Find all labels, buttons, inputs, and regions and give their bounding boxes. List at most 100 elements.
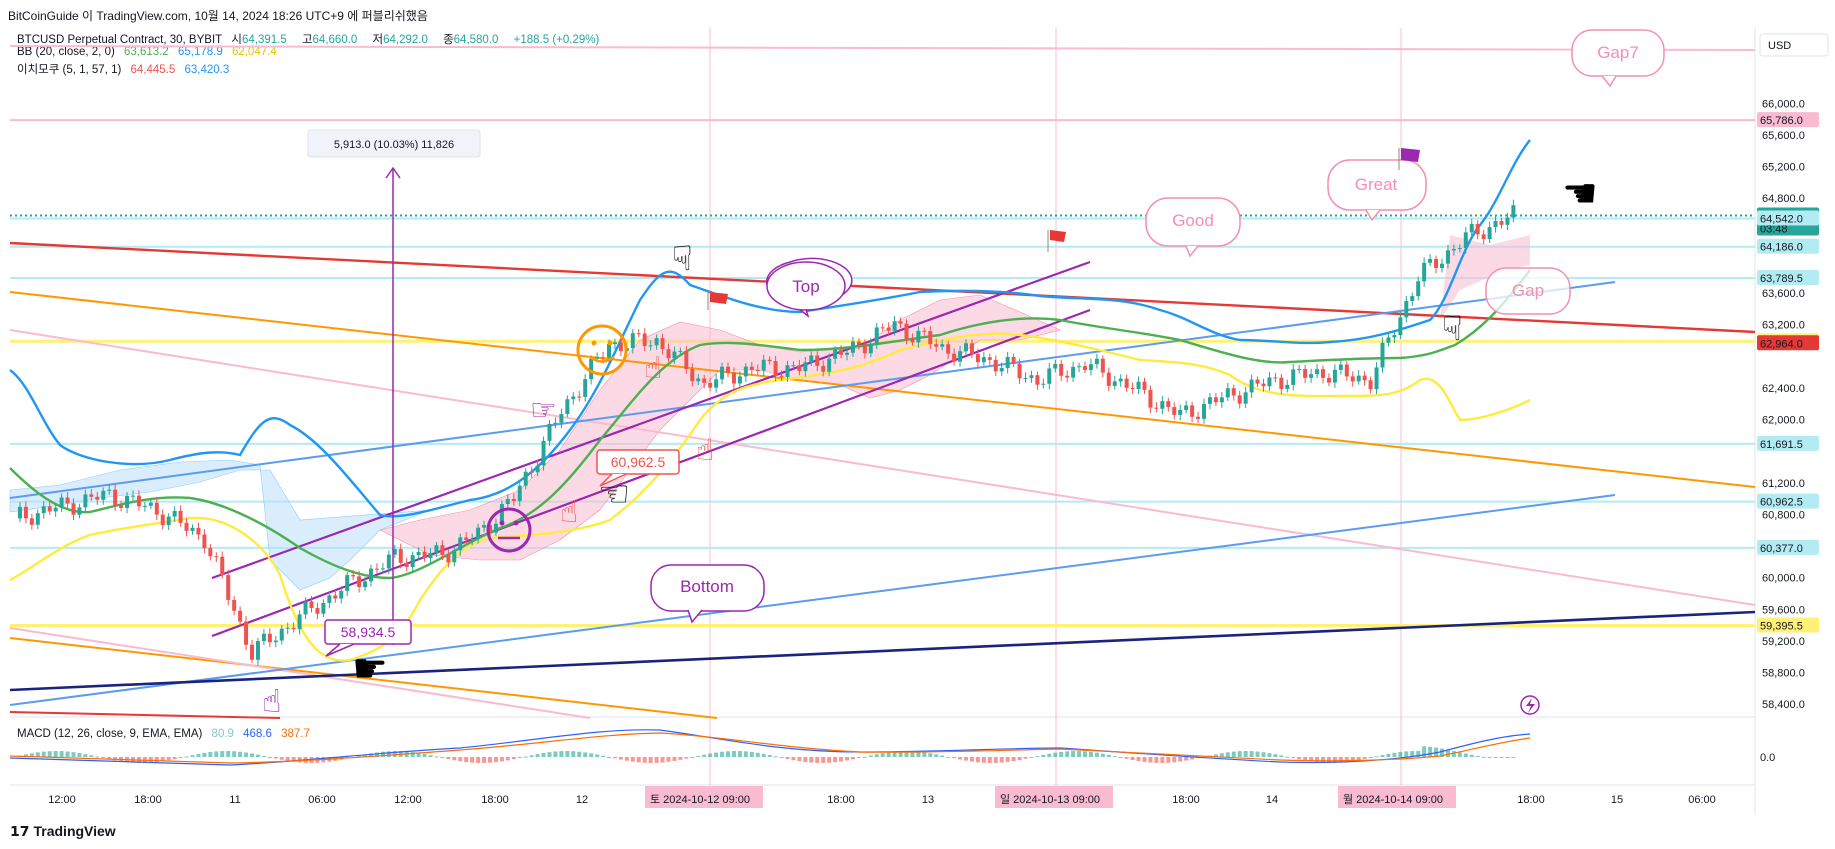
candle-body [553,422,558,424]
macd-bar [874,754,879,757]
price-tick-label: 62,000.0 [1762,415,1805,427]
ichimoku-label: 이치모쿠 (5, 1, 57, 1) [17,64,122,76]
bb-basis-value: 63,613.2 [124,46,169,58]
hand-pointer-icon: ☜ [598,474,630,515]
macd-bar [1005,757,1010,762]
hand-pointer-icon: ☞ [530,393,557,428]
callout-good[interactable]: Good [1145,197,1241,258]
macd-signal-line [9,732,1531,764]
candle-body [255,641,260,660]
macd-bar [1380,755,1385,757]
callout-gap7-text: Gap7 [1597,43,1639,62]
candle-body [1011,356,1016,364]
footer-brand[interactable]: 𝟭𝟳 TradingView [10,823,116,840]
candle-body [1499,221,1504,225]
candle-body [1047,368,1052,384]
candle-body [999,368,1004,372]
candle-body [1368,380,1373,390]
candle-body [1053,363,1058,369]
macd-bar [1118,757,1123,758]
candle-body [630,333,635,349]
macd-bar [993,757,998,763]
time-axis[interactable]: 12:00 18:00 11 06:00 12:00 18:00 12 토 2024-10-1… [48,786,1716,808]
macd-bar [59,751,64,757]
macd-bar [41,751,46,757]
lightning-icon[interactable] [1520,695,1540,715]
candle-body [1077,366,1082,368]
candle-body [1094,358,1099,365]
callout-great[interactable]: Great [1327,159,1427,222]
price-label: 64,542.0 [1760,214,1803,226]
macd-bar [1124,757,1129,759]
macd-bar [1338,757,1343,763]
macd-bar [1166,757,1171,763]
candle-body [493,523,498,533]
macd-bar [910,751,915,757]
callout-gap7[interactable]: Gap7 [1571,29,1665,88]
macd-bar [89,755,94,757]
macd-bar [1398,751,1403,757]
candle-body [1505,217,1510,225]
candle-body [1273,377,1278,379]
macd-bar [1029,757,1034,758]
candle-body [339,590,344,599]
candle-body [1065,375,1070,378]
macd-bar [273,757,278,759]
candle-body [1166,401,1171,408]
candle-body [1219,397,1224,403]
candle-body [1100,358,1105,373]
candle-body [273,640,278,643]
candle-body [1315,369,1320,375]
trendline-blue-lower [9,494,1616,706]
candle-body [83,494,88,508]
macd-legend[interactable]: MACD (12, 26, close, 9, EMA, EMA) 80.9 4… [17,728,316,740]
currency-box[interactable] [1759,33,1829,57]
callout-gap[interactable]: Gap [1485,267,1571,315]
candle-body [511,498,516,502]
macd-bar [1457,752,1462,757]
ichimoku-legend[interactable]: 이치모쿠 (5, 1, 57, 1) 64,445.5 63,420.3 [17,61,235,77]
bb-legend[interactable]: BB (20, close, 2, 0) 63,613.2 65,178.9 6… [17,46,283,58]
low-label: 저 [372,34,384,46]
price-tick-label: 63,600.0 [1762,288,1805,300]
macd-bar [898,751,903,757]
low-price-text: 58,934.5 [341,624,396,640]
macd-bar [737,751,742,757]
candle-body [874,327,879,344]
candle-body [737,376,742,384]
candle-body [779,375,784,377]
macd-bar [1088,751,1093,757]
candle-body [244,621,249,645]
candle-body [1142,381,1147,390]
candle-body [1416,281,1421,297]
symbol-title[interactable]: BTCUSD Perpetual Contract, 30, BYBIT [17,34,223,46]
candle-body [720,366,725,380]
macd-bar [964,757,968,761]
candle-body [726,366,730,373]
macd-bar [1053,752,1058,757]
candle-body [1160,401,1165,409]
candle-body [107,489,112,491]
time-tick-label: 12:00 [394,794,422,806]
candle-body [1392,335,1397,338]
macd-bar [172,757,177,760]
candle-body [1332,369,1337,383]
time-highlight-box [1338,786,1456,808]
candle-body [1130,387,1135,389]
candle-body [1326,377,1331,383]
candle-body [452,550,457,563]
callout-top[interactable]: Top [765,257,853,319]
candle-body [166,516,171,526]
macd-bar [47,751,52,757]
macd-bar [214,751,219,757]
candle-body [1279,377,1284,389]
macd-bar [1130,757,1135,760]
candle-body [1088,364,1093,370]
price-axis[interactable]: 66,000.0 65,600.0 65,200.0 64,800.0 63,600.0… [1757,98,1819,711]
callout-bottom[interactable]: Bottom [650,564,765,624]
macd-bar [720,751,725,757]
candle-body [1184,405,1189,411]
macd-bar [148,757,153,763]
candle-body [952,353,957,362]
